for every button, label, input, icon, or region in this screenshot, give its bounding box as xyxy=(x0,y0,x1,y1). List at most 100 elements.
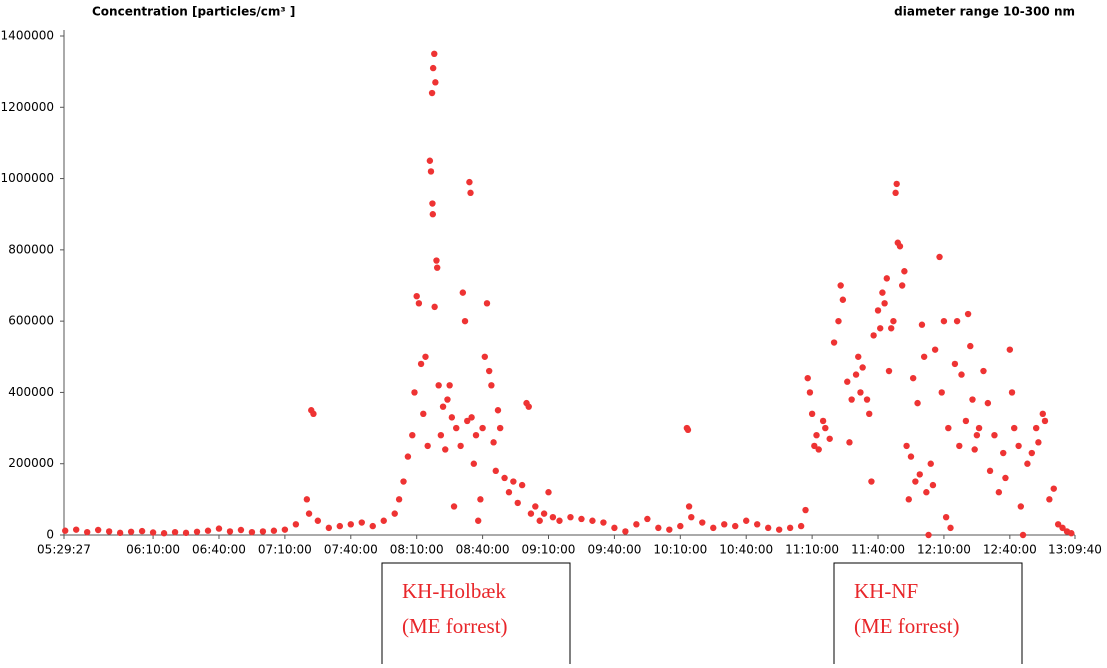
point xyxy=(237,526,245,534)
point xyxy=(685,503,693,510)
point xyxy=(1050,485,1057,492)
point xyxy=(764,524,772,532)
point xyxy=(380,517,387,524)
point xyxy=(1011,424,1018,432)
point xyxy=(468,414,475,421)
y-tick-label: 200000 xyxy=(8,456,54,470)
point xyxy=(336,522,344,530)
point xyxy=(510,478,517,485)
point xyxy=(931,346,939,353)
point xyxy=(470,460,478,467)
point xyxy=(556,517,563,524)
point xyxy=(721,521,728,528)
point xyxy=(688,513,695,521)
point xyxy=(984,399,992,407)
point xyxy=(883,275,891,282)
point xyxy=(655,524,662,532)
point xyxy=(973,432,981,439)
point xyxy=(433,264,441,271)
point xyxy=(567,513,574,521)
point xyxy=(813,432,820,439)
point xyxy=(666,526,673,533)
point xyxy=(433,257,440,264)
x-tick-label: 07:40:00 xyxy=(324,543,378,557)
point xyxy=(442,446,449,453)
annotation-text: KH-NF xyxy=(854,579,918,603)
point xyxy=(826,435,833,442)
point xyxy=(479,424,486,432)
point xyxy=(964,310,972,318)
point xyxy=(193,528,201,535)
point xyxy=(310,410,317,418)
point xyxy=(540,510,548,517)
point xyxy=(448,414,456,421)
point xyxy=(855,353,862,360)
point xyxy=(947,524,954,532)
point xyxy=(914,399,921,407)
point xyxy=(347,521,354,528)
point xyxy=(986,467,994,475)
point xyxy=(846,439,853,446)
point xyxy=(1041,417,1049,425)
point xyxy=(962,417,970,425)
point xyxy=(888,325,895,332)
point xyxy=(1002,474,1009,482)
point xyxy=(859,364,866,371)
point xyxy=(411,389,418,396)
point xyxy=(743,517,750,524)
point xyxy=(488,382,495,389)
point xyxy=(404,453,412,460)
point xyxy=(916,471,923,478)
annotation-text: (ME forrest) xyxy=(402,614,508,638)
point xyxy=(822,424,829,432)
point xyxy=(835,317,842,325)
annotation-text: KH-Holbæk xyxy=(402,579,506,603)
point xyxy=(514,499,521,507)
annotation-box xyxy=(833,562,1023,668)
point xyxy=(912,478,919,485)
point xyxy=(870,332,877,339)
chart-subtitle: diameter range 10-300 nm xyxy=(894,5,1075,19)
point xyxy=(439,403,447,410)
point xyxy=(453,424,460,432)
point xyxy=(991,432,998,439)
point xyxy=(881,300,888,307)
point xyxy=(839,296,847,303)
point xyxy=(420,410,427,418)
point xyxy=(699,519,706,526)
point xyxy=(149,529,157,536)
point xyxy=(953,317,961,325)
point xyxy=(951,360,959,368)
point xyxy=(292,521,300,528)
point xyxy=(929,481,937,489)
point xyxy=(413,292,420,300)
point xyxy=(956,442,963,450)
x-tick-label: 06:10:00 xyxy=(126,543,180,557)
point xyxy=(182,529,190,537)
point xyxy=(936,253,943,261)
point xyxy=(975,424,983,432)
point xyxy=(775,526,783,533)
point xyxy=(1032,424,1040,432)
point xyxy=(1006,346,1014,353)
point xyxy=(857,389,864,396)
point xyxy=(467,189,474,197)
point xyxy=(927,460,934,467)
point xyxy=(415,300,423,307)
point xyxy=(429,200,436,207)
point xyxy=(898,282,906,289)
y-tick-label: 1000000 xyxy=(1,171,54,185)
point xyxy=(481,353,488,360)
point xyxy=(893,180,900,188)
point xyxy=(305,510,313,517)
point xyxy=(969,396,976,403)
point xyxy=(797,522,805,530)
point xyxy=(942,513,950,521)
point xyxy=(958,371,965,378)
x-tick-label: 05:29:27 xyxy=(37,543,91,557)
point xyxy=(248,528,256,536)
point xyxy=(431,50,438,58)
x-tick-label: 12:40:00 xyxy=(983,543,1037,557)
point xyxy=(527,510,535,517)
point xyxy=(545,489,552,496)
